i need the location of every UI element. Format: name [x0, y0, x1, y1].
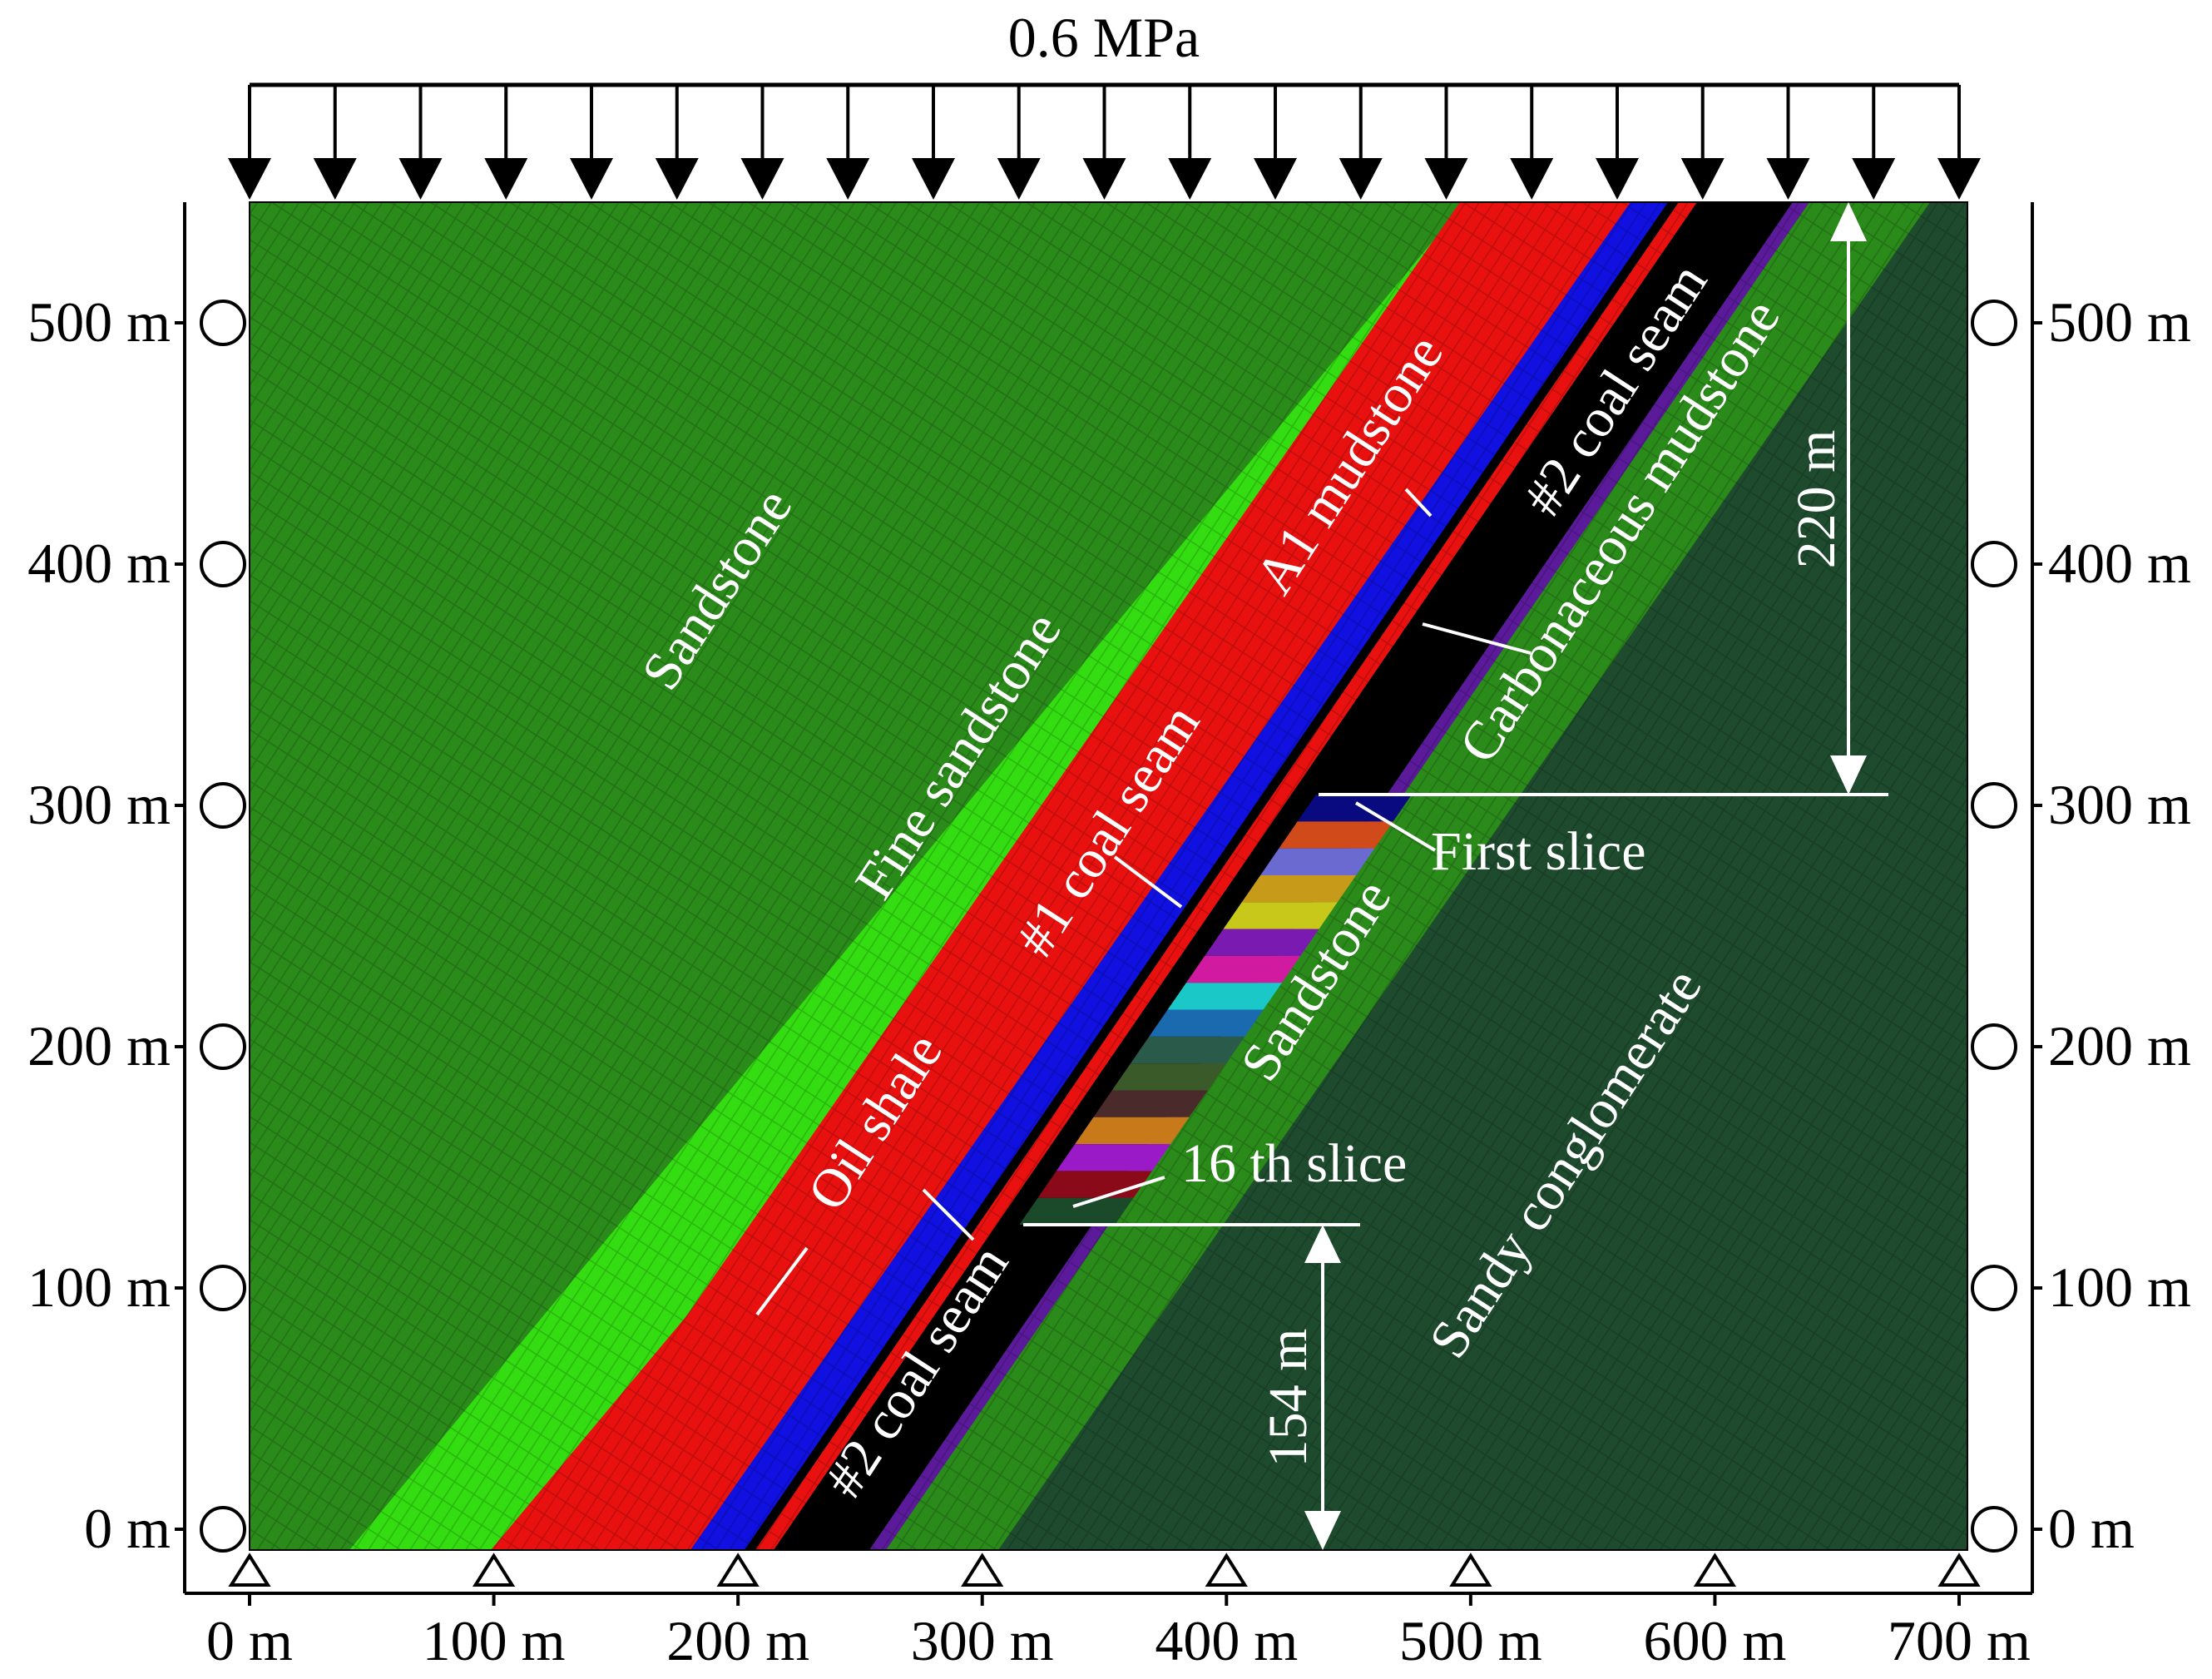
sixteenth-slice-label: 16 th slice: [1181, 1133, 1407, 1194]
load-arrow: [655, 85, 699, 200]
coal-slice: [1019, 1197, 1134, 1225]
bottom-tick-label: 600 m: [1643, 1609, 1786, 1672]
left-roller-support: [200, 300, 246, 346]
left-roller-support: [200, 1023, 246, 1070]
coal-slice: [1241, 874, 1357, 903]
leader-lines: [755, 488, 1888, 1316]
load-arrow: [1852, 85, 1896, 200]
right-tick-label: 0 m: [2048, 1497, 2135, 1560]
dim-154-label: 154 m: [1258, 1329, 1319, 1468]
load-arrow: [313, 85, 357, 200]
load-arrow: [1082, 85, 1126, 200]
coal-slice: [1075, 1117, 1190, 1145]
load-arrow: [570, 85, 613, 200]
load-arrow: [826, 85, 870, 200]
load-label: 0.6 MPa: [1008, 6, 1200, 69]
dim-220-label: 220 m: [1786, 430, 1847, 569]
model-area: [250, 202, 1967, 1550]
bottom-tick-label: 500 m: [1399, 1609, 1542, 1672]
coal-slice: [1037, 1171, 1152, 1198]
coal-slice: [1111, 1063, 1227, 1091]
pin-support: [961, 1553, 1004, 1587]
first-slice-label: First slice: [1431, 821, 1646, 882]
left-roller-support: [200, 541, 246, 587]
load-arrow: [398, 85, 443, 200]
load-arrow: [228, 85, 271, 200]
pin-support: [1693, 1553, 1737, 1587]
load-arrow: [997, 85, 1041, 200]
pin-support: [1449, 1553, 1492, 1587]
left-tick-label: 100 m: [27, 1256, 171, 1319]
right-tick-label: 200 m: [2048, 1014, 2191, 1077]
coal-slice: [1260, 848, 1375, 875]
coal-slice: [1297, 795, 1412, 822]
right-roller-support: [1971, 1265, 2017, 1311]
left-roller-support: [200, 1265, 246, 1311]
left-roller-support: [200, 1506, 246, 1553]
right-tick-label: 300 m: [2048, 773, 2191, 836]
bottom-tick-label: 200 m: [666, 1609, 809, 1672]
right-axis: 0 m 100 m 200 m 300 m 400 m 500 m: [1971, 202, 2191, 1593]
pin-support: [716, 1553, 760, 1587]
pin-support: [1937, 1553, 1981, 1587]
coal-slice: [1185, 955, 1301, 983]
left-tick-label: 0 m: [84, 1497, 171, 1560]
left-tick-label: 400 m: [27, 532, 171, 595]
load-arrow: [912, 85, 955, 200]
coal-slice: [1205, 929, 1319, 956]
coal-slice: [1093, 1090, 1208, 1117]
coal-slice: [1279, 821, 1393, 849]
right-tick-label: 100 m: [2048, 1256, 2191, 1319]
right-roller-support: [1971, 782, 2017, 829]
pin-support: [228, 1553, 271, 1587]
left-tick-label: 500 m: [27, 290, 171, 354]
coal-slice: [1149, 1009, 1264, 1037]
slice-group: [1019, 795, 1412, 1225]
load-arrow: [1510, 85, 1554, 200]
bottom-tick-label: 0 m: [206, 1609, 293, 1672]
right-roller-support: [1971, 541, 2017, 587]
load-arrow: [484, 85, 528, 200]
left-axis: 0 m 100 m 200 m 300 m 400 m 500 m: [27, 202, 246, 1593]
pin-support: [1205, 1553, 1248, 1587]
load-arrow: [1937, 85, 1981, 200]
load-arrow: [1254, 85, 1297, 200]
coal-slice: [1223, 902, 1338, 929]
bottom-tick-label: 400 m: [1155, 1609, 1298, 1672]
load-arrow: [1766, 85, 1810, 200]
bottom-tick-label: 300 m: [911, 1609, 1054, 1672]
right-roller-support: [1971, 300, 2017, 346]
bottom-tick-label: 700 m: [1888, 1609, 2031, 1672]
right-roller-support: [1971, 1023, 2017, 1070]
dimension-220: [1830, 202, 1867, 795]
load-arrow: [1168, 85, 1212, 200]
pin-support: [472, 1553, 516, 1587]
bottom-axis: 0 m 100 m 200 m 300 m 400 m 500 m 600 m 700 m: [185, 1553, 2032, 1672]
bottom-tick-label: 100 m: [423, 1609, 566, 1672]
left-tick-label: 300 m: [27, 773, 171, 836]
load-arrow: [1680, 85, 1725, 200]
dimension-154: [1304, 1225, 1341, 1550]
load-arrow: [1596, 85, 1639, 200]
coal-slice: [1131, 1036, 1245, 1064]
right-roller-support: [1971, 1506, 2017, 1553]
load-arrows: [228, 82, 1981, 200]
left-tick-label: 200 m: [27, 1014, 171, 1077]
left-roller-support: [200, 782, 246, 829]
right-tick-label: 500 m: [2048, 290, 2191, 354]
load-arrow: [1339, 85, 1383, 200]
right-tick-label: 400 m: [2048, 532, 2191, 595]
load-arrow: [1424, 85, 1468, 200]
load-arrow: [740, 85, 784, 200]
coal-slice: [1167, 983, 1282, 1010]
coal-slice: [1056, 1144, 1171, 1171]
